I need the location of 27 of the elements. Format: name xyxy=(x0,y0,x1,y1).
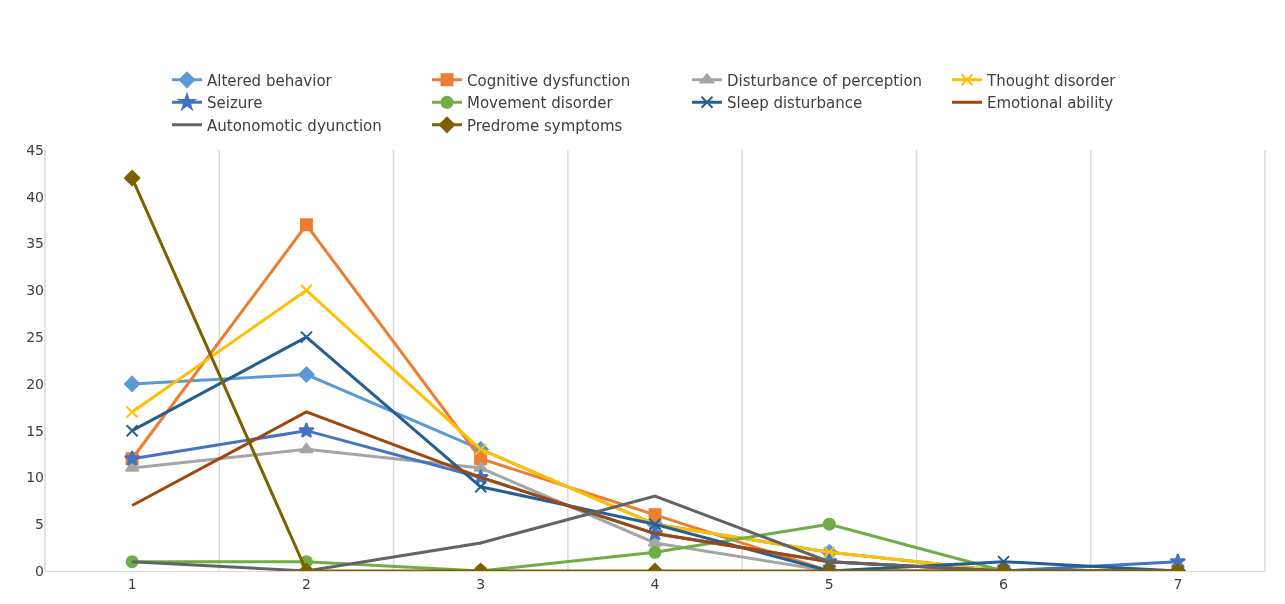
x-tick-label: 2 xyxy=(301,575,311,592)
legend-label: Autonomotic dyunction xyxy=(207,116,382,135)
y-tick-label: 30 xyxy=(26,282,44,299)
legend-label: Cognitive dysfunction xyxy=(467,71,631,90)
x-tick-label: 1 xyxy=(127,575,137,592)
legend-label: Altered behavior xyxy=(207,71,333,90)
legend-label: Seizure xyxy=(207,94,263,113)
x-tick-label: 4 xyxy=(650,575,660,592)
legend-label: Emotional ability xyxy=(987,94,1114,113)
y-tick-label: 5 xyxy=(35,516,44,533)
y-tick-label: 15 xyxy=(26,422,44,439)
y-tick-label: 25 xyxy=(26,329,44,346)
x-tick-label: 5 xyxy=(824,575,834,592)
y-tick-label: 45 xyxy=(26,141,44,158)
y-tick-label: 20 xyxy=(26,375,44,392)
legend-label: Predrome symptoms xyxy=(467,116,623,135)
x-tick-label: 7 xyxy=(1173,575,1183,592)
y-tick-label: 0 xyxy=(35,562,44,579)
legend-label: Movement disorder xyxy=(467,94,614,113)
y-tick-label: 40 xyxy=(26,188,44,205)
legend-label: Sleep disturbance xyxy=(727,94,863,113)
legend-label: Thought disorder xyxy=(986,71,1117,90)
x-tick-label: 3 xyxy=(476,575,486,592)
y-tick-label: 10 xyxy=(26,469,44,486)
x-tick-label: 6 xyxy=(999,575,1009,592)
y-tick-label: 35 xyxy=(26,235,44,252)
legend-label: Disturbance of perception xyxy=(727,71,923,90)
